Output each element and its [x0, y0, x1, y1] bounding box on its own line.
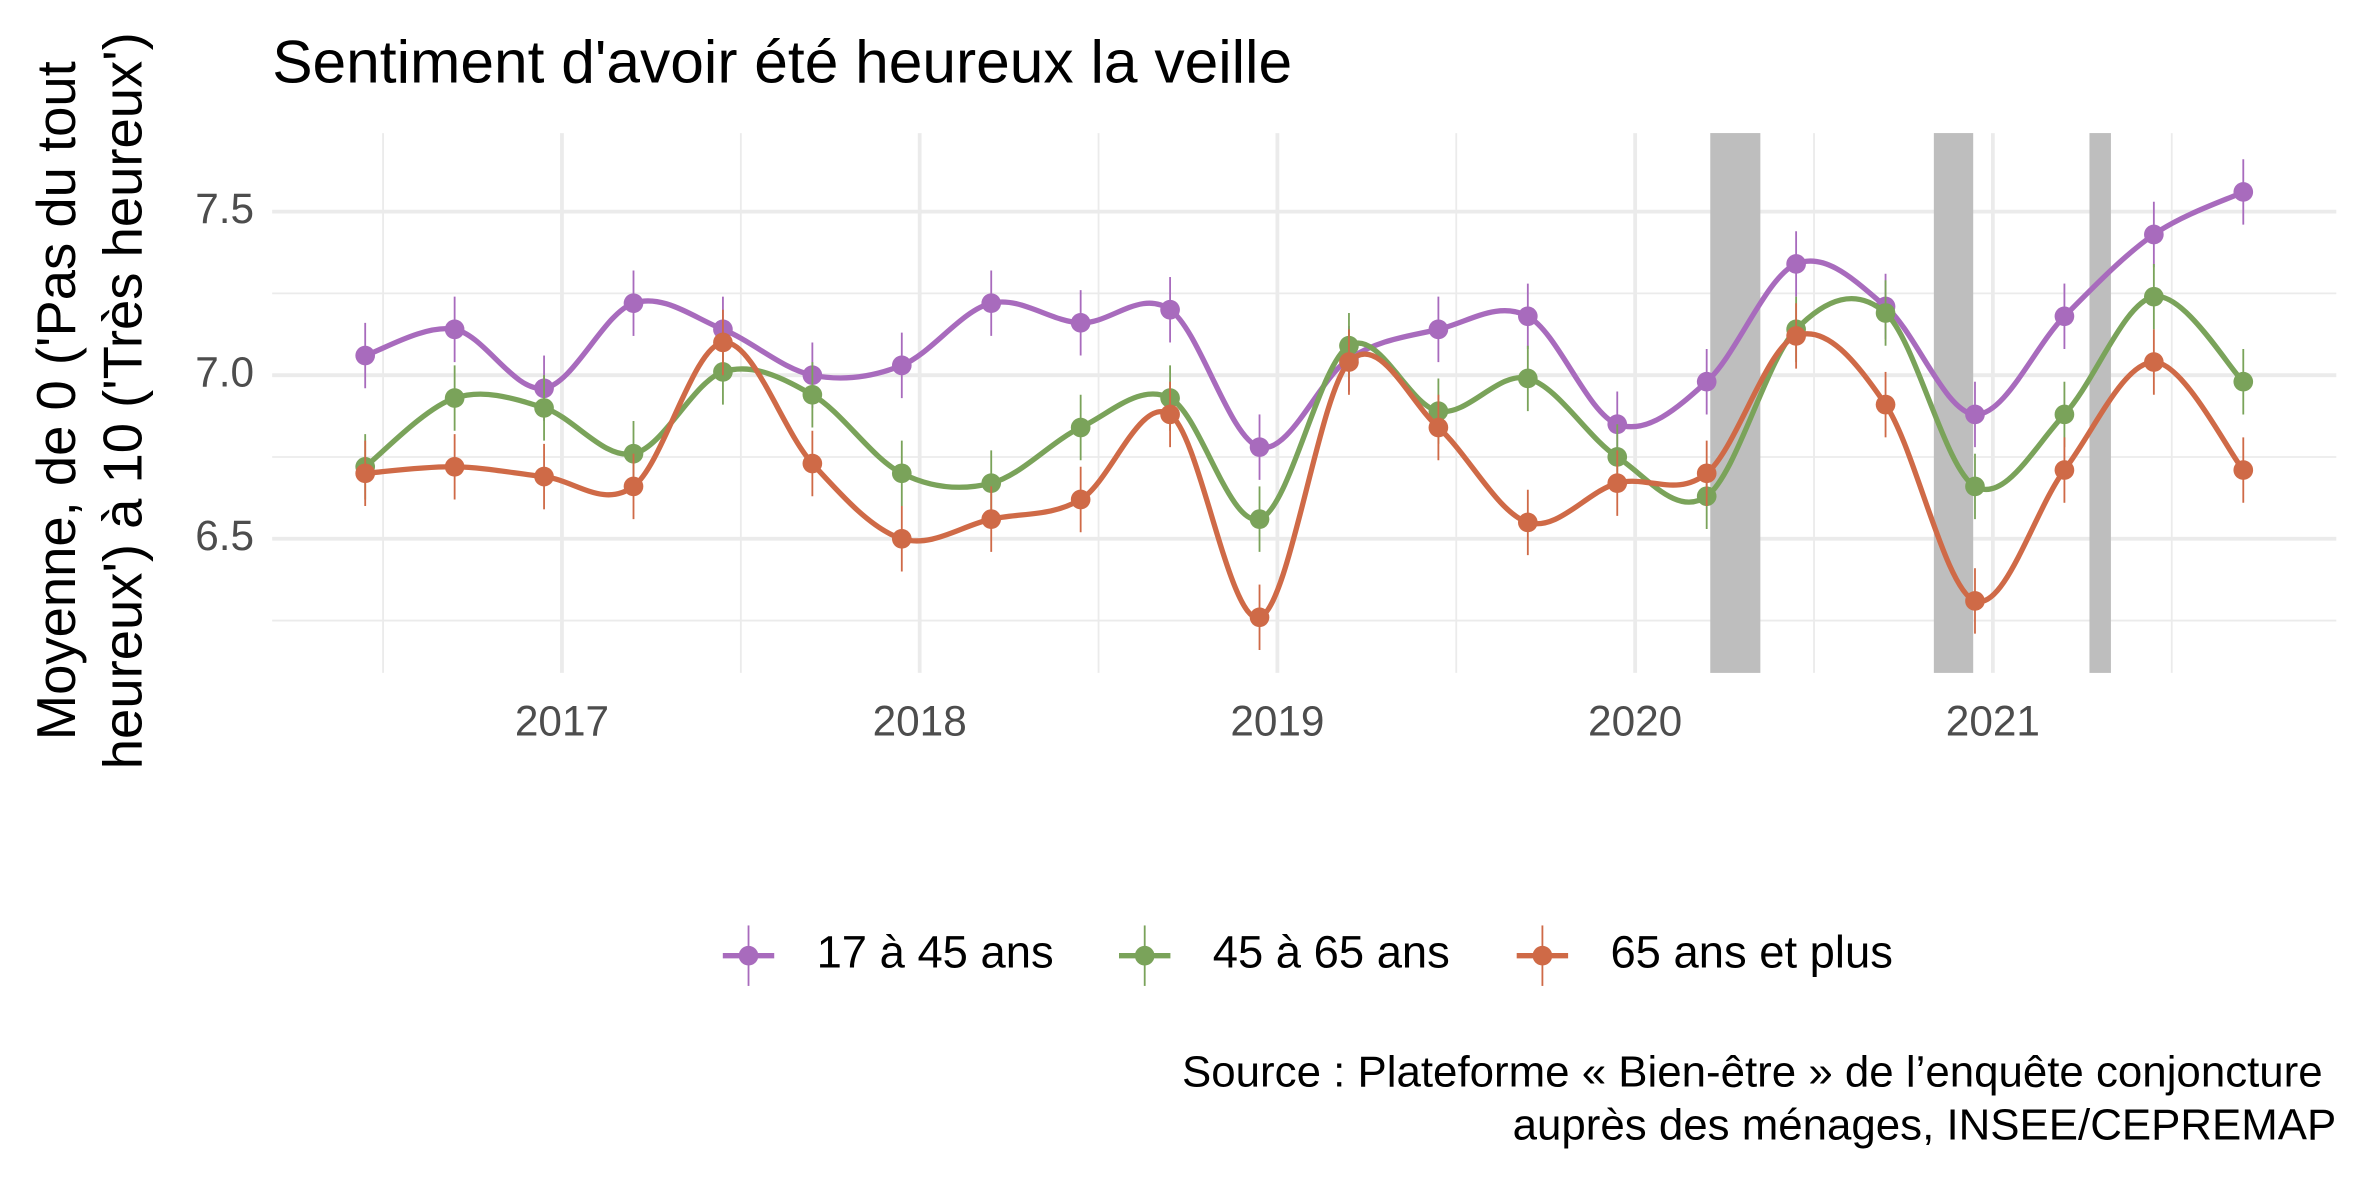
- point: [2054, 306, 2075, 327]
- point: [355, 345, 376, 366]
- x-tick-label: 2020: [1588, 698, 1682, 745]
- point: [713, 332, 733, 353]
- point: [1696, 371, 1717, 392]
- point: [1070, 417, 1091, 438]
- point: [2054, 460, 2075, 480]
- legend-entry: 65 ans et plus: [1516, 925, 1893, 986]
- point: [981, 293, 1002, 314]
- point: [355, 463, 376, 484]
- point: [2144, 224, 2164, 245]
- point: [1696, 463, 1717, 484]
- point: [1965, 476, 1985, 497]
- point: [444, 456, 465, 477]
- point: [1160, 299, 1180, 320]
- point: [623, 293, 644, 314]
- point: [2054, 404, 2075, 425]
- point: [1070, 489, 1091, 510]
- point: [891, 355, 912, 376]
- point: [802, 453, 823, 474]
- point: [444, 319, 465, 340]
- point: [1786, 254, 1806, 274]
- point: [1249, 509, 1270, 529]
- x-tick-label: 2019: [1230, 698, 1324, 745]
- legend-swatch: [1532, 945, 1553, 966]
- point: [1517, 512, 1538, 533]
- y-axis-title: Moyenne, de 0 ('Pas du tout heureux') à …: [26, 32, 154, 769]
- x-tick-label: 2017: [515, 698, 609, 745]
- legend-entry: 17 à 45 ans: [722, 925, 1054, 986]
- legend-label: 17 à 45 ans: [817, 927, 1054, 978]
- point: [1965, 591, 1985, 611]
- point: [1428, 319, 1449, 340]
- point: [1428, 417, 1449, 438]
- x-tick-label: 2018: [873, 698, 967, 745]
- point: [1339, 352, 1359, 372]
- point: [2144, 352, 2164, 372]
- point: [1249, 437, 1270, 457]
- point: [534, 466, 554, 487]
- legend-swatch: [1134, 945, 1155, 966]
- point: [623, 476, 644, 497]
- point: [1517, 306, 1538, 327]
- point: [2233, 371, 2254, 392]
- point: [1517, 368, 1538, 389]
- caption: Source : Plateforme « Bien-être » de l’e…: [1182, 1048, 2323, 1097]
- y-axis-title-line: Moyenne, de 0 ('Pas du tout: [26, 61, 87, 740]
- point: [891, 528, 912, 549]
- point: [1607, 473, 1628, 493]
- legend-entry: 45 à 65 ans: [1119, 925, 1450, 986]
- legend-swatch: [738, 945, 759, 966]
- point: [981, 473, 1002, 493]
- point: [2233, 182, 2254, 202]
- x-tick-label: 2021: [1946, 698, 2040, 745]
- point: [1160, 404, 1180, 425]
- y-tick-label: 6.5: [195, 512, 254, 559]
- point: [891, 463, 912, 484]
- shaded-period: [1710, 133, 1761, 673]
- shaded-period: [2089, 133, 2111, 673]
- point: [2144, 286, 2164, 307]
- legend-label: 65 ans et plus: [1610, 927, 1892, 978]
- point: [1965, 404, 1985, 425]
- caption: auprès des ménages, INSEE/CEPREMAP: [1513, 1101, 2337, 1150]
- y-axis-title-line: heureux') à 10 ('Très heureux'): [92, 32, 153, 769]
- point: [1875, 394, 1896, 415]
- point: [2233, 460, 2254, 480]
- point: [1875, 303, 1896, 323]
- point: [1249, 607, 1270, 628]
- point: [981, 509, 1002, 529]
- point: [802, 384, 823, 405]
- legend-label: 45 à 65 ans: [1213, 927, 1450, 978]
- y-tick-label: 7.0: [195, 348, 254, 395]
- chart-title: Sentiment d'avoir été heureux la veille: [272, 28, 1292, 96]
- point: [1070, 313, 1091, 333]
- series: [355, 303, 2254, 651]
- point: [534, 398, 554, 418]
- point: [1786, 326, 1806, 346]
- y-tick-label: 7.5: [195, 185, 254, 232]
- point: [444, 388, 465, 408]
